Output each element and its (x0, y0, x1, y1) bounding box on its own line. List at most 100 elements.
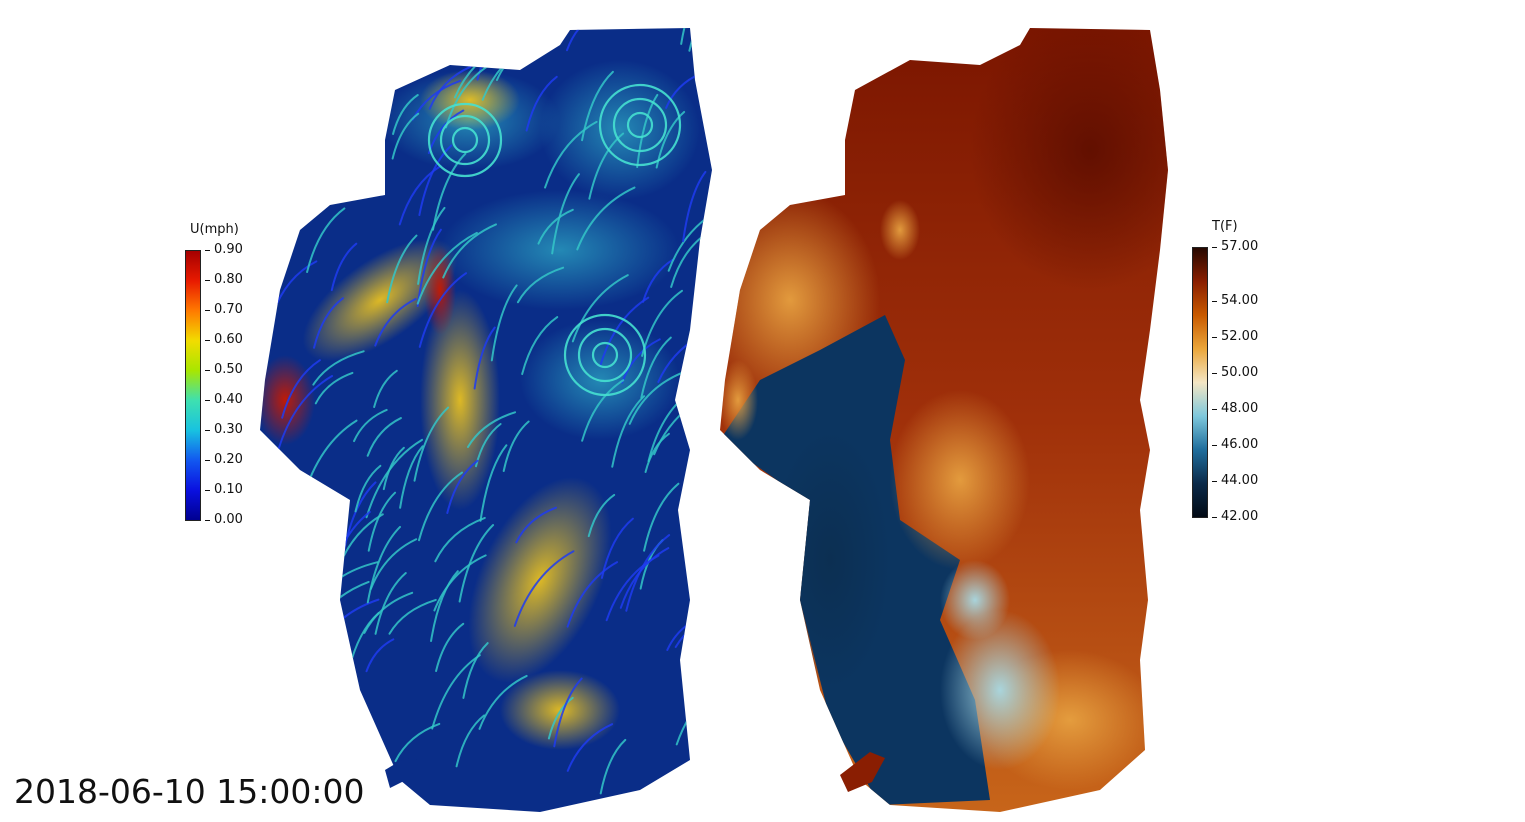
streamline (619, 547, 670, 609)
streamline (430, 570, 459, 642)
streamline (418, 144, 453, 217)
streamline (516, 266, 565, 304)
velocity-tick-label: 0.90 (205, 242, 243, 257)
streamline (515, 506, 557, 544)
streamline (521, 316, 559, 376)
streamline (621, 338, 661, 384)
streamline (581, 379, 625, 442)
streamline (544, 120, 598, 189)
velocity-tick-label: 0.30 (205, 422, 243, 437)
streamline (353, 408, 388, 443)
streamline (374, 298, 417, 347)
velocity-legend-title: U(mph) (190, 222, 239, 237)
streamline (473, 326, 496, 390)
streamline (354, 464, 382, 513)
streamline (644, 432, 670, 473)
velocity-tick-label: 0.60 (205, 332, 243, 347)
velocity-tick-label: 0.00 (205, 512, 243, 527)
streamline (388, 598, 437, 635)
velocity-tick-label: 0.80 (205, 272, 243, 287)
streamline (416, 228, 442, 308)
streamline (547, 696, 574, 740)
streamline (566, 723, 614, 772)
temperature-tick-label: 46.00 (1211, 437, 1259, 452)
streamline (374, 572, 407, 635)
streamline (373, 369, 398, 409)
streamline (571, 274, 629, 343)
streamline (640, 336, 672, 399)
streamline (330, 242, 358, 292)
temperature-tick-label: 57.00 (1211, 239, 1259, 254)
streamline (428, 65, 472, 110)
streamline (418, 272, 468, 348)
streamline (551, 173, 581, 255)
streamline (581, 70, 614, 142)
streamline (587, 493, 616, 538)
streamline (455, 714, 486, 768)
streamline (416, 231, 478, 305)
streamline (432, 152, 467, 231)
temperature-legend-title: T(F) (1212, 219, 1238, 234)
streamline (417, 206, 446, 285)
streamline (366, 417, 402, 457)
velocity-inlet (385, 758, 420, 788)
streamline (680, 28, 707, 45)
streamline (314, 371, 354, 405)
streamline (553, 677, 583, 748)
temperature-lake-body (720, 28, 1168, 812)
streamline (611, 395, 646, 468)
streamline (478, 674, 528, 730)
streamline (277, 375, 334, 450)
streamline (466, 411, 517, 449)
streamline (636, 93, 659, 169)
streamline (417, 471, 464, 542)
streamline (313, 297, 344, 349)
velocity-tick-label: 0.70 (205, 302, 243, 317)
streamline (365, 638, 395, 673)
streamline (392, 93, 419, 135)
streamline (537, 208, 574, 245)
temperature-tick-label: 52.00 (1211, 329, 1259, 344)
timestamp-label: 2018-06-10 15:00:00 (14, 772, 365, 811)
streamline (458, 524, 495, 603)
streamline (479, 444, 508, 522)
streamline (394, 722, 441, 763)
streamline (312, 350, 365, 386)
streamline (281, 359, 321, 419)
streamline (490, 284, 518, 362)
velocity-colorbar (185, 250, 201, 521)
streamline (462, 642, 489, 699)
streamline (398, 164, 442, 226)
streamline (366, 525, 402, 604)
streamline (599, 296, 650, 367)
streamline (599, 738, 627, 795)
streamline (628, 371, 683, 425)
streamline (642, 258, 675, 303)
streamline (566, 561, 619, 628)
streamline (576, 186, 636, 251)
temperature-tick-label: 42.00 (1211, 509, 1259, 524)
streamline (667, 206, 712, 272)
streamline (525, 75, 558, 132)
streamline (502, 420, 530, 473)
temperature-tick-label: 50.00 (1211, 365, 1259, 380)
streamline (433, 554, 487, 612)
temperature-tick-label: 54.00 (1211, 293, 1259, 308)
streamline (434, 516, 486, 563)
streamline (382, 446, 405, 491)
streamline (446, 459, 479, 515)
streamline (442, 223, 497, 279)
streamline (413, 406, 450, 482)
streamline (435, 622, 465, 672)
velocity-tick-label: 0.40 (205, 392, 243, 407)
streamline (363, 591, 414, 634)
streamline (682, 170, 707, 243)
temperature-colorbar (1192, 247, 1208, 518)
temperature-inlet (840, 752, 885, 792)
streamline (431, 654, 481, 730)
streamline (588, 132, 625, 200)
streamline (643, 482, 680, 552)
